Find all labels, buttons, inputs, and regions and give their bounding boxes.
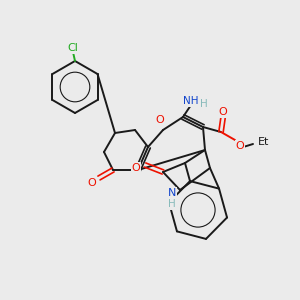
Text: O: O — [132, 163, 140, 173]
Text: O: O — [219, 107, 227, 117]
Text: O: O — [236, 141, 244, 151]
Text: O: O — [88, 178, 96, 188]
Text: O: O — [156, 115, 164, 125]
Text: N: N — [168, 188, 176, 198]
Text: NH: NH — [183, 96, 199, 106]
Text: Et: Et — [258, 137, 270, 147]
Text: Cl: Cl — [68, 43, 78, 53]
Text: H: H — [200, 99, 208, 109]
Text: H: H — [168, 199, 176, 209]
